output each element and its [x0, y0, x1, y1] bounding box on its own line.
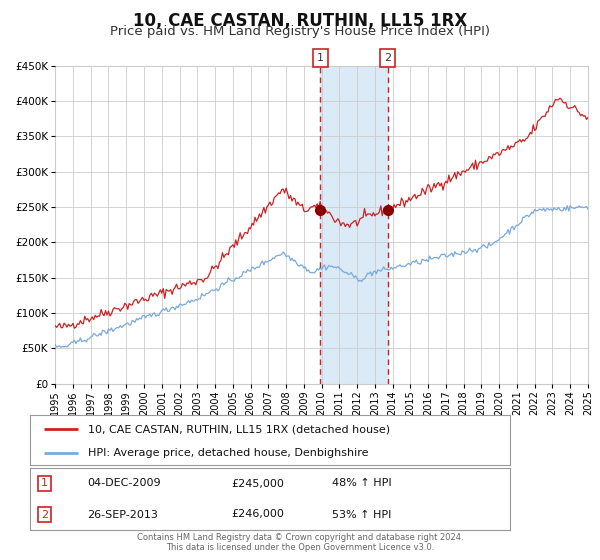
Text: 1: 1: [317, 53, 323, 63]
Text: 2: 2: [41, 510, 48, 520]
Text: £246,000: £246,000: [232, 510, 284, 520]
Text: £245,000: £245,000: [232, 478, 284, 488]
Text: 10, CAE CASTAN, RUTHIN, LL15 1RX (detached house): 10, CAE CASTAN, RUTHIN, LL15 1RX (detach…: [88, 424, 390, 434]
Text: 10, CAE CASTAN, RUTHIN, LL15 1RX: 10, CAE CASTAN, RUTHIN, LL15 1RX: [133, 12, 467, 30]
Text: This data is licensed under the Open Government Licence v3.0.: This data is licensed under the Open Gov…: [166, 543, 434, 552]
Text: Contains HM Land Registry data © Crown copyright and database right 2024.: Contains HM Land Registry data © Crown c…: [137, 533, 463, 542]
Text: 26-SEP-2013: 26-SEP-2013: [88, 510, 158, 520]
Bar: [320, 66, 388, 384]
Text: 2: 2: [384, 53, 391, 63]
Text: 1: 1: [41, 478, 48, 488]
Text: HPI: Average price, detached house, Denbighshire: HPI: Average price, detached house, Denb…: [88, 447, 368, 458]
Text: 53% ↑ HPI: 53% ↑ HPI: [332, 510, 392, 520]
Text: 48% ↑ HPI: 48% ↑ HPI: [332, 478, 392, 488]
Text: 04-DEC-2009: 04-DEC-2009: [88, 478, 161, 488]
Text: Price paid vs. HM Land Registry's House Price Index (HPI): Price paid vs. HM Land Registry's House …: [110, 25, 490, 38]
